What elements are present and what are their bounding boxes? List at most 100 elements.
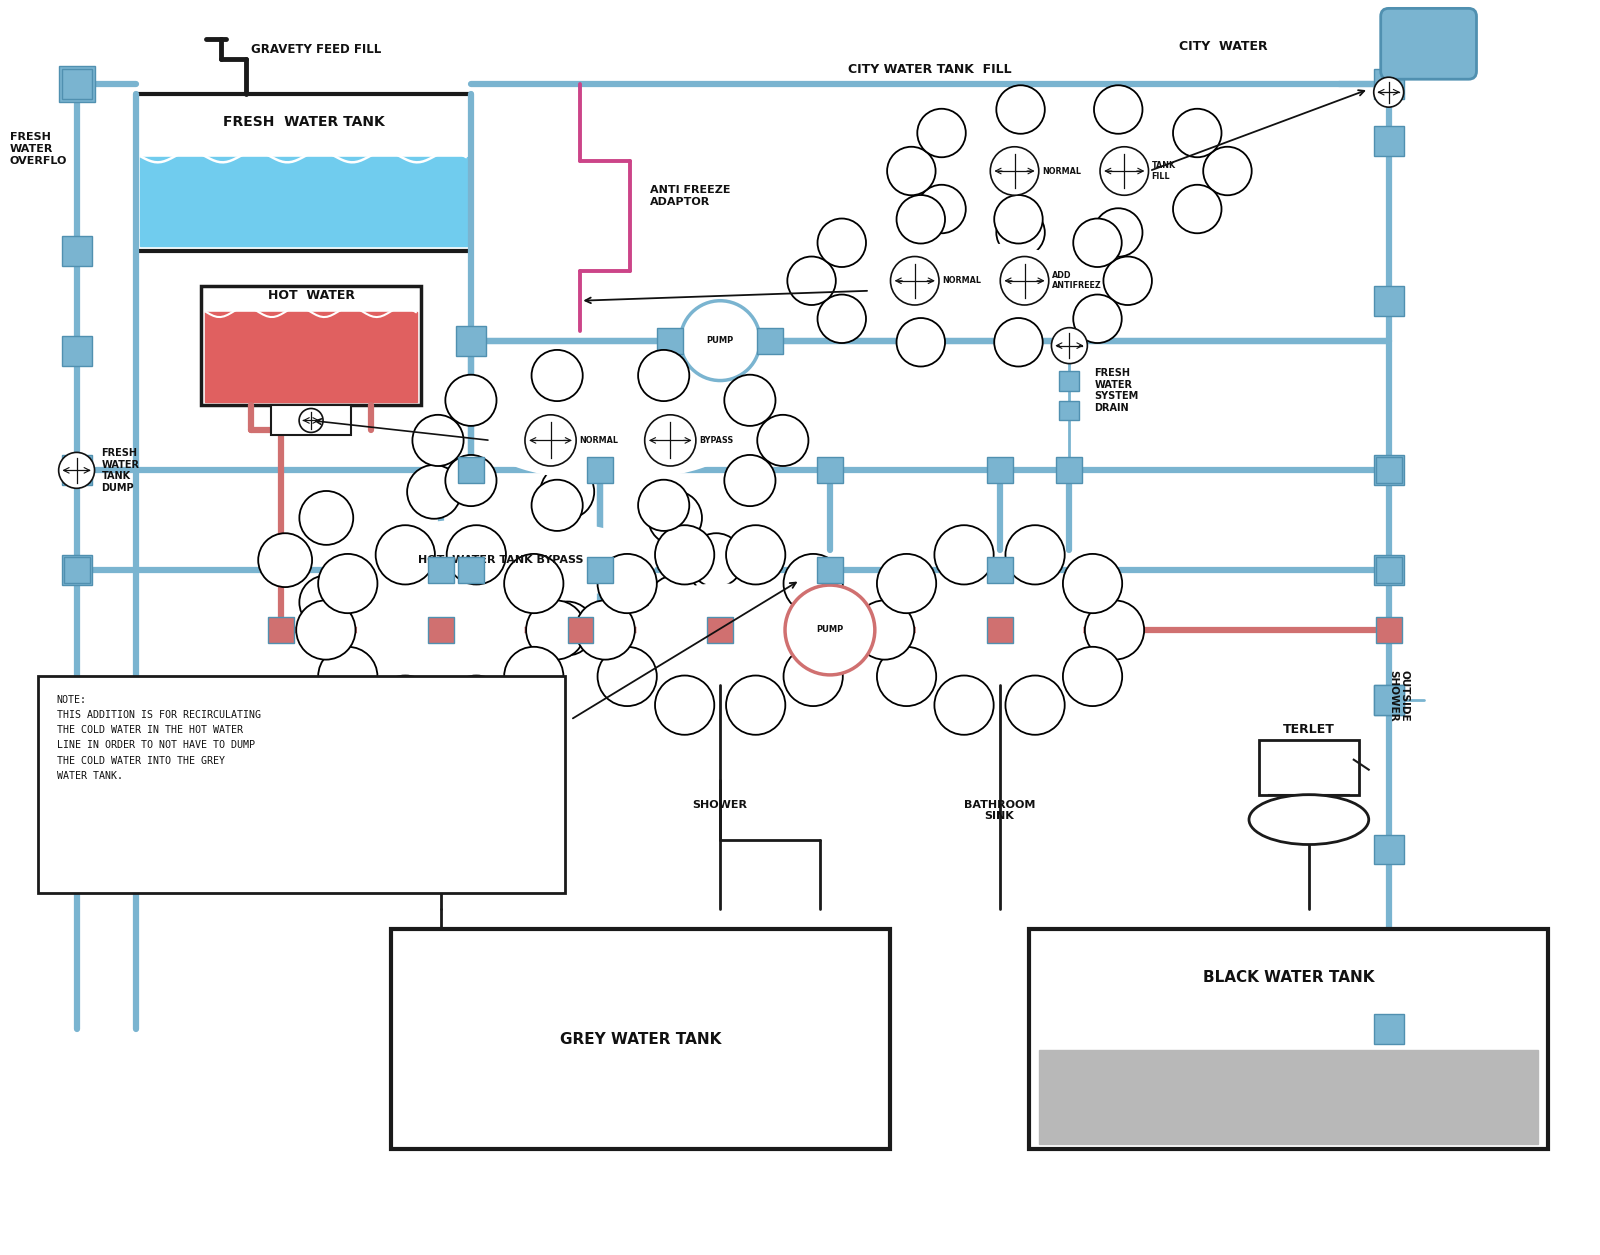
FancyBboxPatch shape (1059, 370, 1080, 390)
Circle shape (1000, 256, 1048, 305)
Circle shape (786, 585, 875, 675)
Circle shape (997, 85, 1045, 134)
Circle shape (725, 454, 776, 506)
Circle shape (504, 553, 563, 614)
Circle shape (648, 491, 702, 545)
Text: SHOWER: SHOWER (693, 799, 747, 809)
Circle shape (784, 646, 843, 707)
Circle shape (1074, 295, 1122, 343)
FancyBboxPatch shape (587, 457, 613, 483)
Circle shape (258, 533, 312, 587)
Circle shape (648, 576, 702, 629)
FancyBboxPatch shape (458, 457, 483, 483)
Circle shape (854, 600, 914, 660)
FancyBboxPatch shape (987, 617, 1013, 643)
Circle shape (1104, 256, 1152, 305)
FancyBboxPatch shape (818, 457, 843, 483)
Bar (1259, 739, 1358, 794)
Circle shape (1173, 184, 1221, 233)
Text: FRESH  WATER TANK: FRESH WATER TANK (222, 115, 384, 129)
Ellipse shape (854, 242, 1085, 319)
Circle shape (1094, 208, 1142, 257)
Text: PUMP: PUMP (816, 625, 843, 635)
Circle shape (318, 646, 378, 707)
Text: CITY WATER TANK  FILL: CITY WATER TANK FILL (848, 63, 1011, 77)
FancyBboxPatch shape (1376, 557, 1402, 584)
Circle shape (645, 415, 696, 466)
Circle shape (541, 601, 594, 655)
FancyBboxPatch shape (987, 457, 1013, 483)
Text: PUMP: PUMP (707, 336, 734, 345)
FancyBboxPatch shape (64, 457, 90, 483)
FancyBboxPatch shape (456, 325, 486, 355)
Circle shape (299, 576, 354, 629)
FancyBboxPatch shape (1056, 457, 1082, 483)
FancyBboxPatch shape (1374, 685, 1403, 715)
Circle shape (638, 479, 690, 531)
FancyBboxPatch shape (62, 685, 91, 715)
Bar (202, 286, 421, 405)
Circle shape (638, 350, 690, 402)
FancyBboxPatch shape (270, 405, 350, 435)
FancyBboxPatch shape (62, 236, 91, 266)
Circle shape (784, 553, 843, 614)
FancyBboxPatch shape (38, 676, 565, 894)
Circle shape (725, 375, 776, 425)
Circle shape (654, 675, 714, 734)
Circle shape (917, 184, 966, 233)
Circle shape (318, 553, 378, 614)
Circle shape (541, 464, 594, 518)
Circle shape (886, 147, 936, 196)
Text: OUTSIDE
SHOWER: OUTSIDE SHOWER (1387, 670, 1410, 722)
Circle shape (597, 553, 658, 614)
Bar (1029, 930, 1549, 1148)
Text: BLACK WATER TANK: BLACK WATER TANK (1203, 970, 1374, 985)
Bar (205, 312, 418, 402)
FancyBboxPatch shape (1374, 1014, 1403, 1044)
Ellipse shape (357, 584, 525, 676)
FancyBboxPatch shape (1376, 617, 1402, 643)
Circle shape (59, 452, 94, 488)
FancyBboxPatch shape (1374, 69, 1403, 99)
Circle shape (1203, 147, 1251, 196)
FancyBboxPatch shape (62, 69, 91, 99)
Ellipse shape (954, 133, 1184, 210)
Circle shape (997, 208, 1045, 257)
Ellipse shape (915, 584, 1083, 676)
FancyBboxPatch shape (587, 557, 613, 584)
Text: HOT  WATER TANK BYPASS: HOT WATER TANK BYPASS (418, 555, 584, 565)
Circle shape (994, 195, 1043, 243)
Text: BYPASS: BYPASS (699, 435, 733, 446)
Circle shape (296, 600, 355, 660)
Text: FRESH
WATER
TANK
DUMP: FRESH WATER TANK DUMP (101, 448, 139, 493)
Circle shape (1062, 646, 1122, 707)
Circle shape (299, 408, 323, 433)
Text: NORMAL: NORMAL (942, 276, 981, 285)
FancyBboxPatch shape (64, 557, 90, 584)
Bar (136, 94, 470, 251)
FancyBboxPatch shape (1374, 126, 1403, 156)
Circle shape (726, 525, 786, 585)
Circle shape (787, 256, 835, 305)
Circle shape (299, 491, 354, 545)
Text: GALLY
SINK: GALLY SINK (422, 799, 459, 821)
Bar (141, 157, 467, 246)
Circle shape (1051, 328, 1088, 364)
Text: ANTI FREEZE
ADAPTOR: ANTI FREEZE ADAPTOR (650, 186, 731, 207)
FancyBboxPatch shape (1059, 400, 1080, 420)
Ellipse shape (344, 518, 658, 602)
Bar (390, 930, 890, 1148)
FancyBboxPatch shape (707, 617, 733, 643)
FancyBboxPatch shape (59, 67, 94, 102)
Circle shape (597, 646, 658, 707)
Circle shape (934, 675, 994, 734)
Circle shape (1101, 147, 1149, 196)
Text: TANK
FILL: TANK FILL (1152, 162, 1176, 181)
Circle shape (504, 646, 563, 707)
Text: TERLET: TERLET (1283, 723, 1334, 737)
Circle shape (445, 375, 496, 425)
Circle shape (896, 195, 946, 243)
Text: FRESH
WATER
SYSTEM
DRAIN: FRESH WATER SYSTEM DRAIN (1094, 368, 1139, 413)
Ellipse shape (485, 400, 736, 481)
Circle shape (1173, 109, 1221, 157)
